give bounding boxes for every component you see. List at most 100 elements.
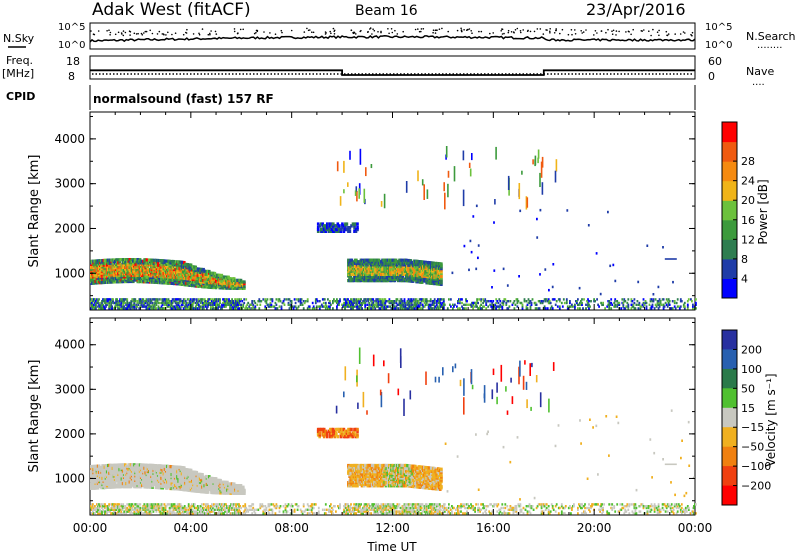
range-cell bbox=[143, 305, 146, 308]
range-cell bbox=[639, 305, 642, 308]
range-cell bbox=[614, 279, 617, 283]
range-cell bbox=[164, 300, 167, 303]
range-cell bbox=[341, 226, 344, 230]
range-cell bbox=[622, 301, 625, 305]
range-cell bbox=[147, 307, 150, 310]
range-cell bbox=[266, 298, 269, 301]
range-cell bbox=[188, 307, 191, 310]
range-cell bbox=[457, 301, 459, 305]
noise-search-dot bbox=[456, 29, 459, 32]
range-cell bbox=[194, 301, 197, 305]
noise-search-dot bbox=[612, 29, 615, 32]
noise-search-dot bbox=[333, 33, 336, 35]
range-cell bbox=[201, 305, 204, 308]
range-cell bbox=[514, 303, 517, 306]
range-cell bbox=[224, 303, 226, 306]
range-cell bbox=[451, 271, 454, 275]
range-cell bbox=[578, 303, 580, 306]
range-cell bbox=[349, 150, 351, 160]
range-cell bbox=[425, 301, 428, 305]
noise-search-dot bbox=[545, 29, 547, 31]
range-cell bbox=[631, 300, 634, 303]
range-cell bbox=[228, 303, 230, 306]
range-cell bbox=[265, 301, 268, 305]
range-cell bbox=[465, 298, 467, 301]
range-cell bbox=[499, 305, 502, 308]
range-cell bbox=[537, 149, 540, 159]
range-cell bbox=[260, 300, 263, 303]
range-cell bbox=[187, 305, 190, 308]
range-cell bbox=[517, 300, 520, 303]
range-cell bbox=[142, 305, 145, 308]
range-cell bbox=[411, 307, 414, 310]
colorbar-frame bbox=[721, 121, 738, 299]
range-cell bbox=[614, 298, 617, 301]
range-cell bbox=[205, 305, 207, 308]
range-cell bbox=[345, 301, 347, 305]
range-cell bbox=[356, 227, 359, 232]
range-cell bbox=[351, 307, 353, 310]
range-cell bbox=[177, 303, 180, 306]
range-cell bbox=[108, 305, 110, 308]
range-cell bbox=[177, 307, 180, 310]
range-cell bbox=[587, 301, 589, 305]
range-cell bbox=[235, 300, 237, 303]
range-cell bbox=[658, 303, 661, 306]
range-cell bbox=[509, 300, 512, 303]
range-cell bbox=[228, 298, 230, 301]
range-cell bbox=[348, 305, 350, 308]
range-cell bbox=[325, 305, 328, 308]
noise-search-dot bbox=[422, 28, 425, 30]
noise-search-dot bbox=[679, 33, 682, 35]
range-cell bbox=[121, 298, 124, 301]
noise-search-dot bbox=[594, 30, 597, 32]
range-cell bbox=[126, 307, 129, 310]
range-cell bbox=[436, 300, 439, 303]
power-data bbox=[90, 146, 697, 310]
noise-search-dot bbox=[492, 32, 495, 34]
noise-search-dot bbox=[117, 31, 120, 34]
noise-search-dot bbox=[309, 29, 311, 31]
range-cell bbox=[424, 303, 427, 306]
range-cell bbox=[402, 303, 405, 306]
range-cell bbox=[320, 303, 323, 306]
range-cell bbox=[247, 301, 250, 305]
range-cell bbox=[140, 305, 143, 308]
range-cell bbox=[407, 303, 410, 306]
range-cell bbox=[410, 260, 414, 264]
noise-search-dot bbox=[520, 31, 522, 34]
range-cell bbox=[283, 298, 286, 301]
range-cell bbox=[347, 300, 349, 303]
range-cell bbox=[442, 300, 445, 303]
range-cell bbox=[402, 305, 405, 308]
range-cell bbox=[422, 300, 425, 303]
nave-label: Nave bbox=[746, 65, 774, 78]
range-cell bbox=[622, 303, 625, 306]
range-cell bbox=[197, 300, 200, 303]
range-cell bbox=[353, 305, 355, 308]
range-cell bbox=[516, 300, 519, 303]
noise-search-dot bbox=[256, 29, 259, 32]
range-cell bbox=[562, 298, 565, 301]
range-cell bbox=[102, 303, 104, 306]
range-cell bbox=[98, 298, 100, 301]
range-cell bbox=[502, 301, 505, 305]
noise-search-dot bbox=[350, 29, 353, 32]
range-cell bbox=[424, 300, 427, 303]
range-cell bbox=[123, 305, 126, 308]
range-cell bbox=[506, 300, 509, 303]
range-cell bbox=[262, 298, 265, 301]
range-cell bbox=[416, 301, 419, 305]
range-cell bbox=[90, 298, 92, 301]
range-cell bbox=[560, 301, 563, 305]
range-cell bbox=[609, 301, 612, 305]
range-cell bbox=[242, 305, 245, 308]
range-cell bbox=[377, 301, 380, 305]
range-cell bbox=[600, 301, 602, 305]
range-cell bbox=[403, 298, 406, 301]
range-cell bbox=[421, 303, 424, 306]
range-cell bbox=[344, 227, 347, 232]
range-cell bbox=[396, 303, 399, 306]
range-cell bbox=[495, 301, 498, 305]
range-cell bbox=[379, 307, 382, 310]
